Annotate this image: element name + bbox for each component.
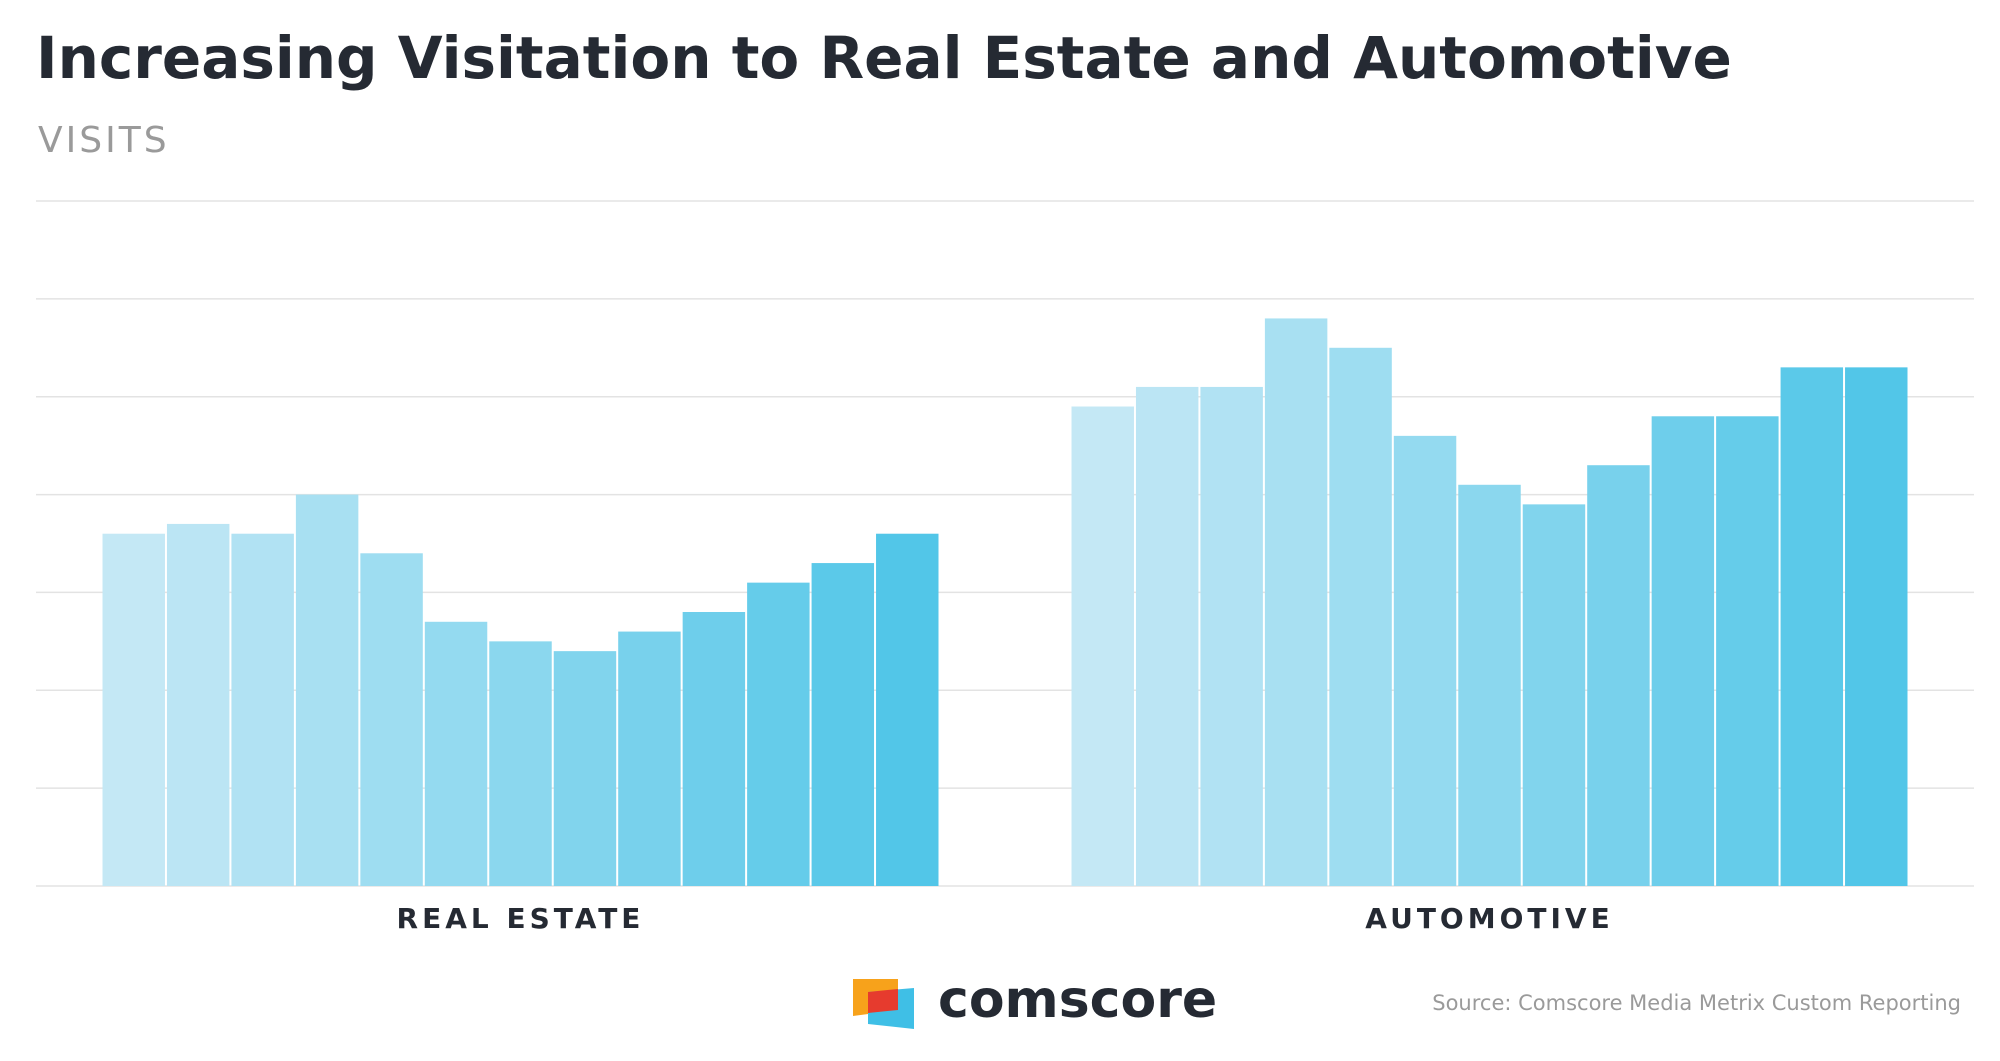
bar — [295, 494, 359, 886]
bar — [553, 651, 617, 886]
bar — [1458, 484, 1521, 886]
bar — [1135, 386, 1199, 886]
logo-icon — [853, 979, 914, 1029]
bar — [1264, 318, 1328, 886]
bar — [747, 582, 810, 886]
chart-subtitle: VISITS — [38, 120, 170, 161]
chart-title: Increasing Visitation to Real Estate and… — [36, 24, 1732, 92]
bar — [811, 563, 875, 886]
bar — [231, 533, 294, 886]
bar — [682, 612, 746, 886]
source-note: Source: Comscore Media Metrix Custom Rep… — [1432, 991, 1961, 1015]
bar — [1845, 367, 1908, 886]
bar — [876, 533, 939, 886]
bar — [489, 641, 552, 886]
bar — [166, 523, 230, 886]
x-tick-label: REAL ESTATE — [397, 902, 645, 935]
bar — [1329, 347, 1392, 886]
brand-name: comscore — [938, 970, 1217, 1030]
bar — [102, 533, 165, 886]
bar — [1651, 416, 1715, 886]
bar — [618, 631, 681, 886]
bar — [1716, 416, 1779, 886]
logo-red — [868, 989, 898, 1013]
bar — [1587, 465, 1650, 886]
bar — [1522, 504, 1586, 886]
x-tick-label: AUTOMOTIVE — [1365, 902, 1613, 935]
bar — [1780, 367, 1844, 886]
bar — [360, 553, 423, 886]
bar — [1393, 435, 1457, 886]
bar — [1071, 406, 1134, 886]
bar — [424, 621, 488, 886]
bar — [1200, 386, 1263, 886]
